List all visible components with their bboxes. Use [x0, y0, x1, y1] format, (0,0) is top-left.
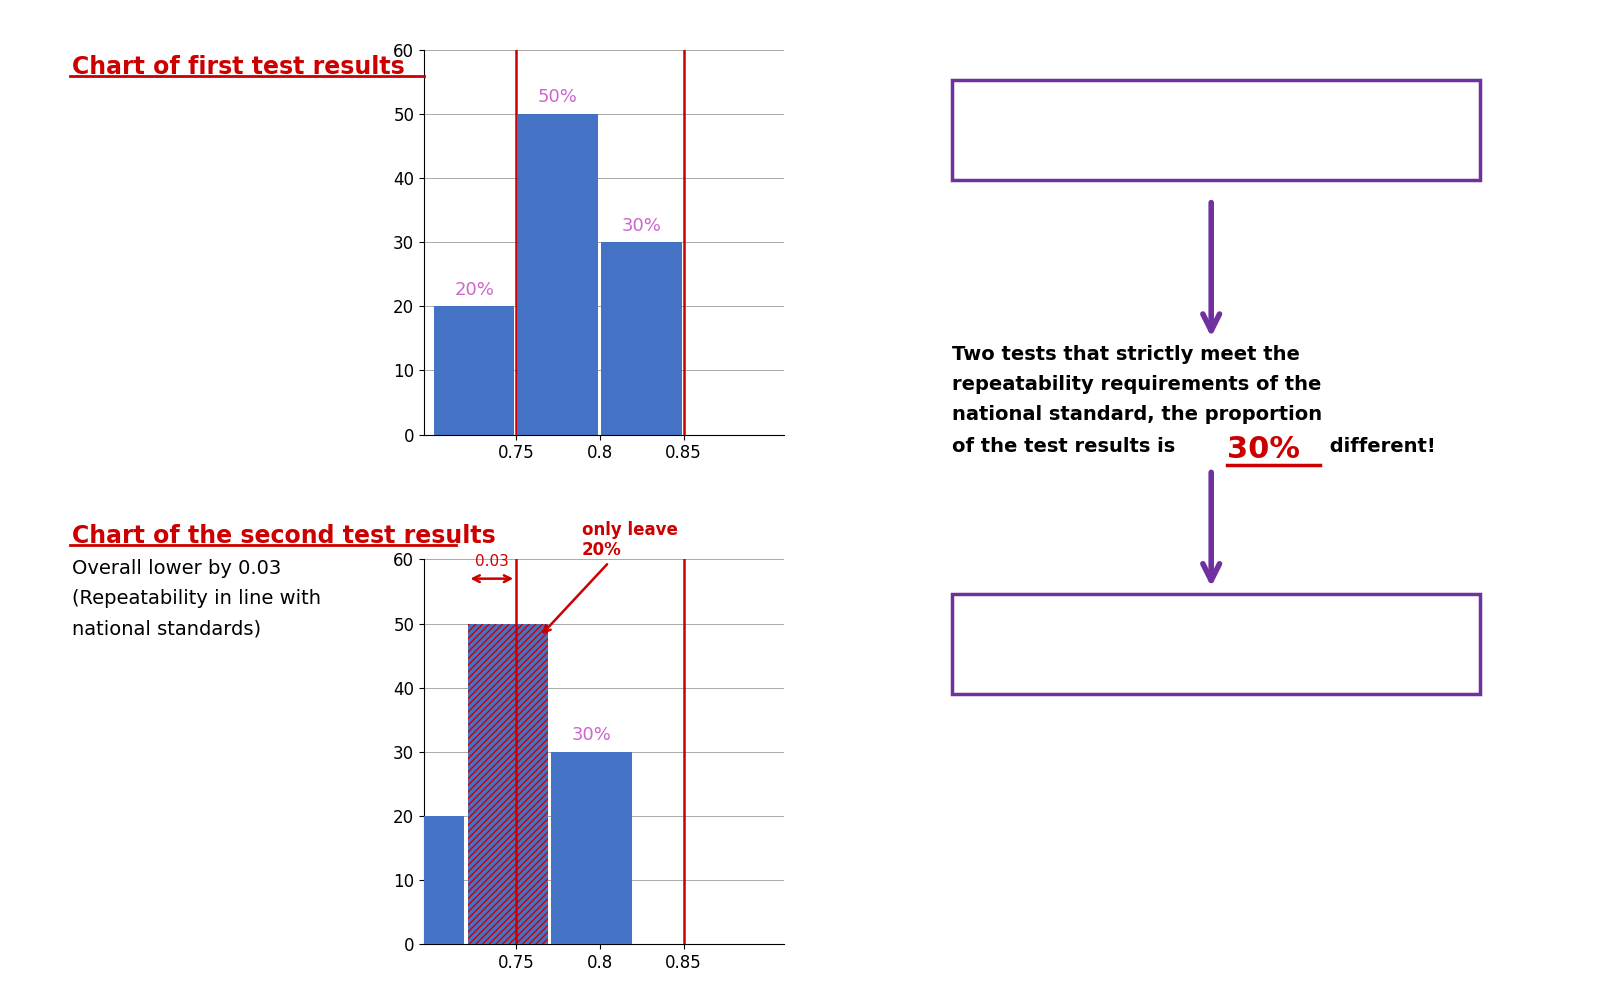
Text: Chart of the second test results: Chart of the second test results [72, 524, 496, 548]
Bar [552, 751, 632, 944]
Text: Two tests that strictly meet the: Two tests that strictly meet the [952, 345, 1299, 364]
Bar [467, 623, 547, 944]
Text: Conclusion:: Conclusion: [971, 95, 1091, 115]
Text: national standards): national standards) [72, 619, 261, 638]
Text: 0.75-0.85 Interval content:: 0.75-0.85 Interval content: [971, 646, 1251, 666]
Text: 30%: 30% [571, 726, 611, 744]
Text: 30%: 30% [622, 217, 662, 235]
Text: (Repeatability in line with: (Repeatability in line with [72, 589, 322, 608]
Text: 50%: 50% [538, 88, 578, 106]
Text: 0.75-0.85 Interval content:: 0.75-0.85 Interval content: [971, 132, 1251, 152]
Text: 50%: 50% [1299, 646, 1349, 666]
Text: 80%: 80% [1299, 132, 1349, 152]
Bar [467, 623, 547, 944]
Text: Conclusion:: Conclusion: [971, 609, 1091, 629]
Text: different!: different! [1323, 437, 1435, 456]
Bar [518, 114, 598, 435]
Text: repeatability requirements of the: repeatability requirements of the [952, 375, 1322, 394]
Text: Overall lower by 0.03: Overall lower by 0.03 [72, 559, 282, 578]
Text: national standard, the proportion: national standard, the proportion [952, 405, 1322, 424]
Text: of the test results is: of the test results is [952, 437, 1182, 456]
Text: only leave
20%: only leave 20% [544, 520, 678, 632]
Text: 30%: 30% [1227, 435, 1301, 464]
Bar [384, 816, 464, 944]
Bar [602, 243, 682, 435]
Text: Chart of first test results: Chart of first test results [72, 55, 405, 79]
Bar [434, 307, 515, 435]
Text: 20%: 20% [454, 281, 494, 299]
Text: 0.03: 0.03 [475, 554, 509, 569]
